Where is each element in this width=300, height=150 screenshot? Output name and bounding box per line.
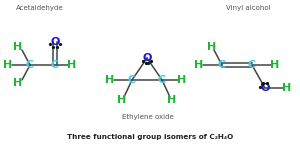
- Text: C: C: [51, 60, 59, 70]
- Text: C: C: [128, 75, 136, 85]
- Text: H: H: [14, 78, 22, 88]
- Text: H: H: [194, 60, 204, 70]
- Text: C: C: [248, 60, 256, 70]
- Text: H: H: [270, 60, 280, 70]
- Text: Ethylene oxide: Ethylene oxide: [122, 114, 174, 120]
- Text: O: O: [142, 53, 152, 63]
- Text: H: H: [177, 75, 187, 85]
- Text: H: H: [117, 95, 127, 105]
- Text: O: O: [50, 37, 60, 47]
- Text: C: C: [158, 75, 166, 85]
- Text: H: H: [207, 42, 217, 52]
- Text: H: H: [282, 83, 292, 93]
- Text: Vinyl alcohol: Vinyl alcohol: [226, 5, 270, 11]
- Text: H: H: [167, 95, 177, 105]
- Text: H: H: [14, 42, 22, 52]
- Text: H: H: [105, 75, 115, 85]
- Text: H: H: [68, 60, 76, 70]
- Text: O: O: [260, 83, 270, 93]
- Text: C: C: [218, 60, 226, 70]
- Text: H: H: [3, 60, 13, 70]
- Text: Acetaldehyde: Acetaldehyde: [16, 5, 64, 11]
- Text: C: C: [26, 60, 34, 70]
- Text: Three functional group isomers of C₂H₄O: Three functional group isomers of C₂H₄O: [67, 134, 233, 140]
